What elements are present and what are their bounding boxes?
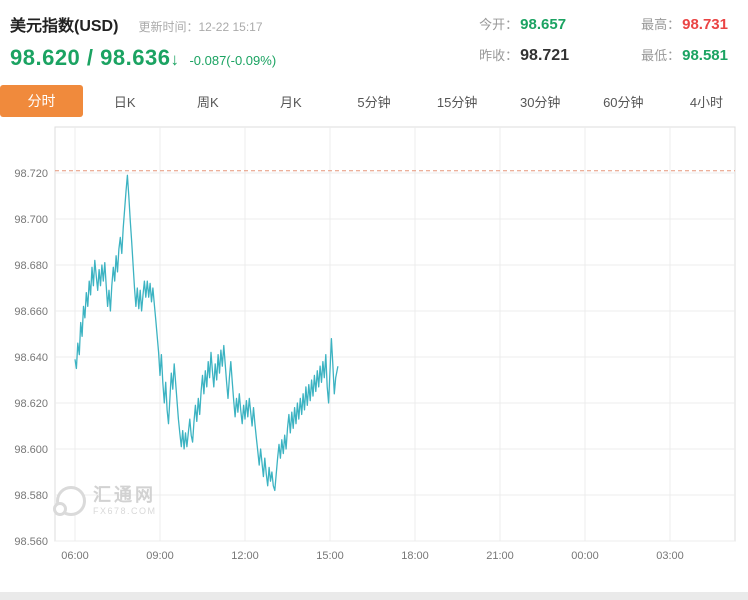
svg-text:98.680: 98.680	[14, 260, 48, 272]
svg-text:18:00: 18:00	[401, 550, 429, 562]
svg-text:15:00: 15:00	[316, 550, 344, 562]
stat-high: 最高： 98.731	[641, 14, 728, 33]
svg-text:98.620: 98.620	[14, 398, 48, 410]
price-separator: /	[80, 45, 101, 70]
stat-high-label: 最高：	[641, 17, 681, 32]
bottom-strip	[0, 592, 748, 600]
tab-15min[interactable]: 15分钟	[436, 94, 478, 110]
svg-text:21:00: 21:00	[486, 550, 514, 562]
stat-prev-close: 昨收： 98.721	[479, 45, 569, 65]
svg-text:00:00: 00:00	[571, 550, 599, 562]
price-block: 美元指数(USD) 更新时间：12-22 15:17 98.620 / 98.6…	[10, 12, 276, 71]
stat-prev-close-label: 昨收：	[479, 48, 519, 63]
svg-text:03:00: 03:00	[656, 550, 684, 562]
stat-prev-close-value: 98.721	[520, 47, 570, 64]
tab-5min[interactable]: 5分钟	[357, 94, 391, 110]
stat-open-value: 98.657	[520, 16, 567, 33]
tab-60min[interactable]: 60分钟	[603, 94, 644, 110]
svg-text:98.640: 98.640	[14, 352, 48, 364]
stat-open-label: 今开：	[479, 17, 519, 32]
tab-weekly-k[interactable]: 周K	[196, 94, 219, 110]
tab-4hour[interactable]: 4小时	[689, 94, 724, 110]
timeframe-tabs: 分时 日K 周K 月K 5分钟 15分钟 30分钟 60分钟 4小时	[0, 85, 748, 117]
update-time: 更新时间：12-22 15:17	[138, 20, 263, 34]
svg-text:06:00: 06:00	[61, 550, 89, 562]
bid-price: 98.620	[10, 45, 81, 70]
svg-text:98.700: 98.700	[14, 214, 48, 226]
stat-high-value: 98.731	[682, 16, 728, 33]
svg-text:12:00: 12:00	[231, 550, 259, 562]
price-change: -0.087(-0.09%)	[189, 53, 277, 68]
stat-open: 今开： 98.657	[479, 14, 569, 33]
svg-text:98.580: 98.580	[14, 490, 48, 502]
svg-text:98.660: 98.660	[14, 306, 48, 318]
tab-daily-k[interactable]: 日K	[113, 94, 136, 110]
svg-text:98.560: 98.560	[14, 536, 48, 548]
tab-30min[interactable]: 30分钟	[519, 94, 561, 110]
tab-timeshare[interactable]: 分时	[0, 85, 84, 117]
quote-stats: 今开： 98.657 最高： 98.731 昨收： 98.721 最低： 98.581	[479, 12, 738, 71]
down-arrow-icon: ↓	[170, 50, 180, 69]
stat-low: 最低： 98.581	[641, 45, 728, 65]
svg-text:98.600: 98.600	[14, 444, 48, 456]
stat-low-value: 98.581	[682, 47, 728, 64]
chart-area: 98.720 98.700 98.680 98.660 98.640 98.620 98.6…	[0, 121, 748, 567]
current-price: 98.620 / 98.636↓	[10, 45, 179, 71]
stat-low-label: 最低：	[641, 48, 681, 63]
svg-text:09:00: 09:00	[146, 550, 174, 562]
ask-price: 98.636	[100, 45, 171, 70]
quote-header: 美元指数(USD) 更新时间：12-22 15:17 98.620 / 98.6…	[0, 0, 748, 73]
tab-monthly-k[interactable]: 月K	[280, 94, 302, 110]
instrument-title: 美元指数(USD)	[10, 18, 119, 35]
price-chart-svg[interactable]: 98.720 98.700 98.680 98.660 98.640 98.620 98.6…	[0, 121, 748, 567]
svg-text:98.720: 98.720	[14, 168, 48, 180]
